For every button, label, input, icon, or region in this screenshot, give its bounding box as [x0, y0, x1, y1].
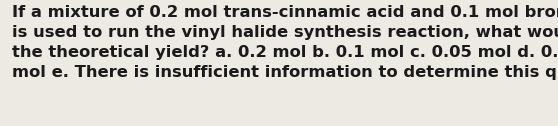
- Text: If a mixture of 0.2 mol trans-cinnamic acid and 0.1 mol bromine
is used to run t: If a mixture of 0.2 mol trans-cinnamic a…: [12, 5, 558, 80]
